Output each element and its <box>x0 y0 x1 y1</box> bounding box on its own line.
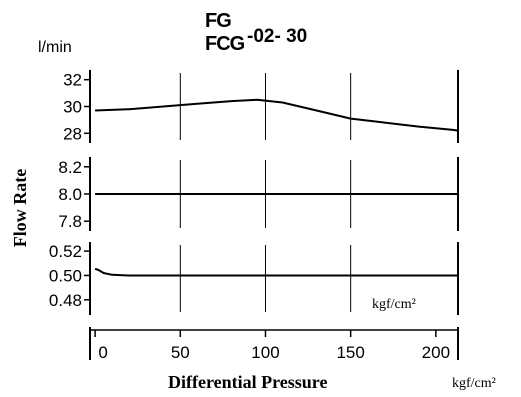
y-tick-label: 0.48 <box>49 291 82 310</box>
y-unit-label: l/min <box>38 39 72 56</box>
panel-middle: 7.8 8.0 8.2 <box>58 157 459 231</box>
series-title-line1: FG <box>205 10 231 32</box>
model-suffix: -02- 30 <box>247 26 307 47</box>
y-tick-label: 28 <box>63 124 82 143</box>
y-tick-label: 0.52 <box>49 242 82 261</box>
bottom-panel-unit: kgf/cm² <box>372 297 416 312</box>
y-tick-label: 0.50 <box>49 266 82 285</box>
panel-top: 28 30 32 <box>63 70 459 143</box>
x-axis-label: Differential Pressure <box>168 372 327 392</box>
y-tick-label: 8.0 <box>58 185 82 204</box>
x-tick-label: 100 <box>251 343 279 362</box>
x-tick-label: 200 <box>422 343 450 362</box>
series-title-line2: FCG <box>205 33 245 55</box>
y-axis-label: Flow Rate <box>10 169 30 247</box>
y-tick-label: 8.2 <box>58 158 82 177</box>
x-tick-label: 50 <box>171 343 190 362</box>
series-line <box>94 267 458 277</box>
x-axis: 0 50 100 150 200 <box>89 327 459 362</box>
y-tick-label: 30 <box>63 98 82 117</box>
x-tick-label: 150 <box>336 343 364 362</box>
y-tick-label: 7.8 <box>58 212 82 231</box>
y-tick-label: 32 <box>63 71 82 90</box>
series-line <box>95 98 459 132</box>
x-tick-label: 0 <box>98 343 107 362</box>
panel-bottom: 0.48 0.50 0.52 <box>49 242 459 315</box>
x-unit-label: kgf/cm² <box>452 376 496 391</box>
